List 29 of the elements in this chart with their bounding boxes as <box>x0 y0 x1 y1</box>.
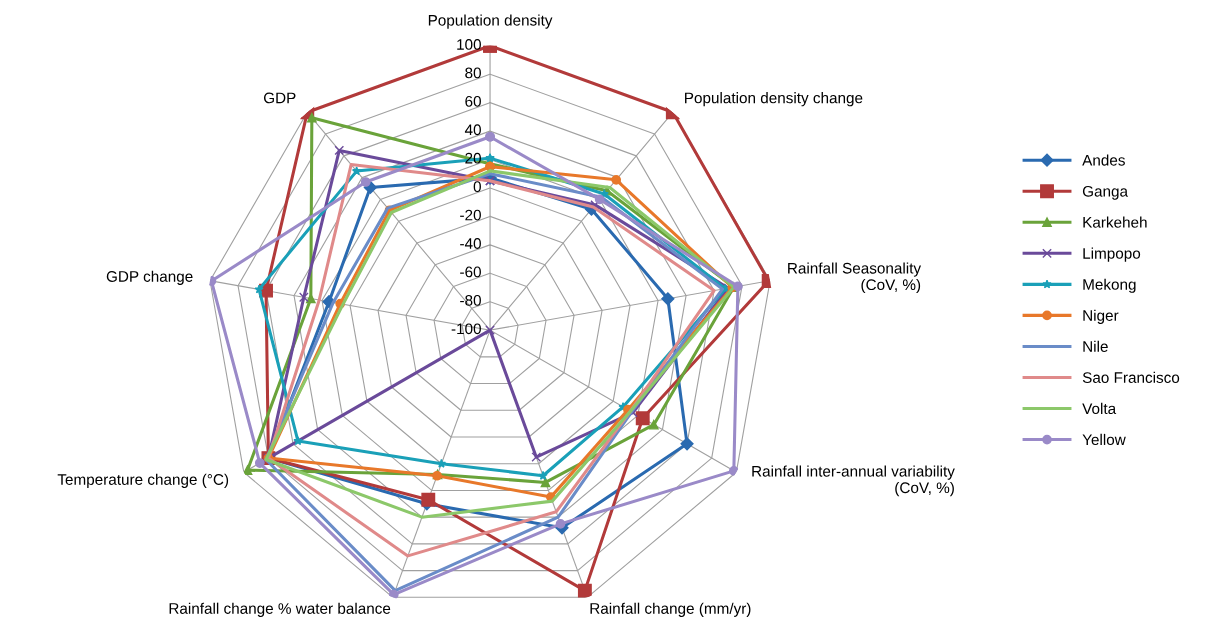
y-tick-label: 100 <box>457 39 481 50</box>
spoke-label: Rainfall Seasonality (CoV, %) <box>788 262 922 294</box>
y-tick-label: -80 <box>460 294 481 306</box>
legend-label: Limpopo <box>1083 247 1141 262</box>
legend-label: Andes <box>1082 154 1125 166</box>
legend-label: Ganga <box>1082 185 1129 200</box>
spoke-label: Population density <box>428 14 553 29</box>
y-tick-label: 60 <box>465 95 481 107</box>
y-tick-label: 0 <box>473 181 481 193</box>
legend-label: Karkeheh <box>1083 216 1147 228</box>
y-tick-label: -40 <box>460 238 481 249</box>
y-tick-label: -100 <box>451 323 481 335</box>
legend-label: Yellow <box>1082 433 1126 446</box>
legend-label: Niger <box>1083 309 1119 324</box>
spoke-label: Rainfall change % water balance <box>169 602 391 617</box>
spoke-label: GDP change <box>106 270 193 285</box>
y-tick-label: 40 <box>464 124 481 136</box>
spoke-label: Rainfall inter-annual variability (CoV, %) <box>752 465 955 497</box>
spoke-label: GDP <box>263 92 296 104</box>
y-tick-label: -20 <box>460 209 481 221</box>
legend-label: Mekong <box>1083 278 1136 293</box>
spoke-label: Temperature change (°C) <box>57 473 229 488</box>
spoke-label: Rainfall change (mm/yr) <box>590 602 751 617</box>
y-tick-label: 80 <box>465 67 481 79</box>
legend-label: Volta <box>1082 402 1117 415</box>
legend-label: Nile <box>1083 340 1108 352</box>
legend-label: Sao Francisco <box>1082 371 1180 383</box>
spoke-label: Population density change <box>685 92 863 107</box>
y-tick-label: -60 <box>460 266 481 278</box>
